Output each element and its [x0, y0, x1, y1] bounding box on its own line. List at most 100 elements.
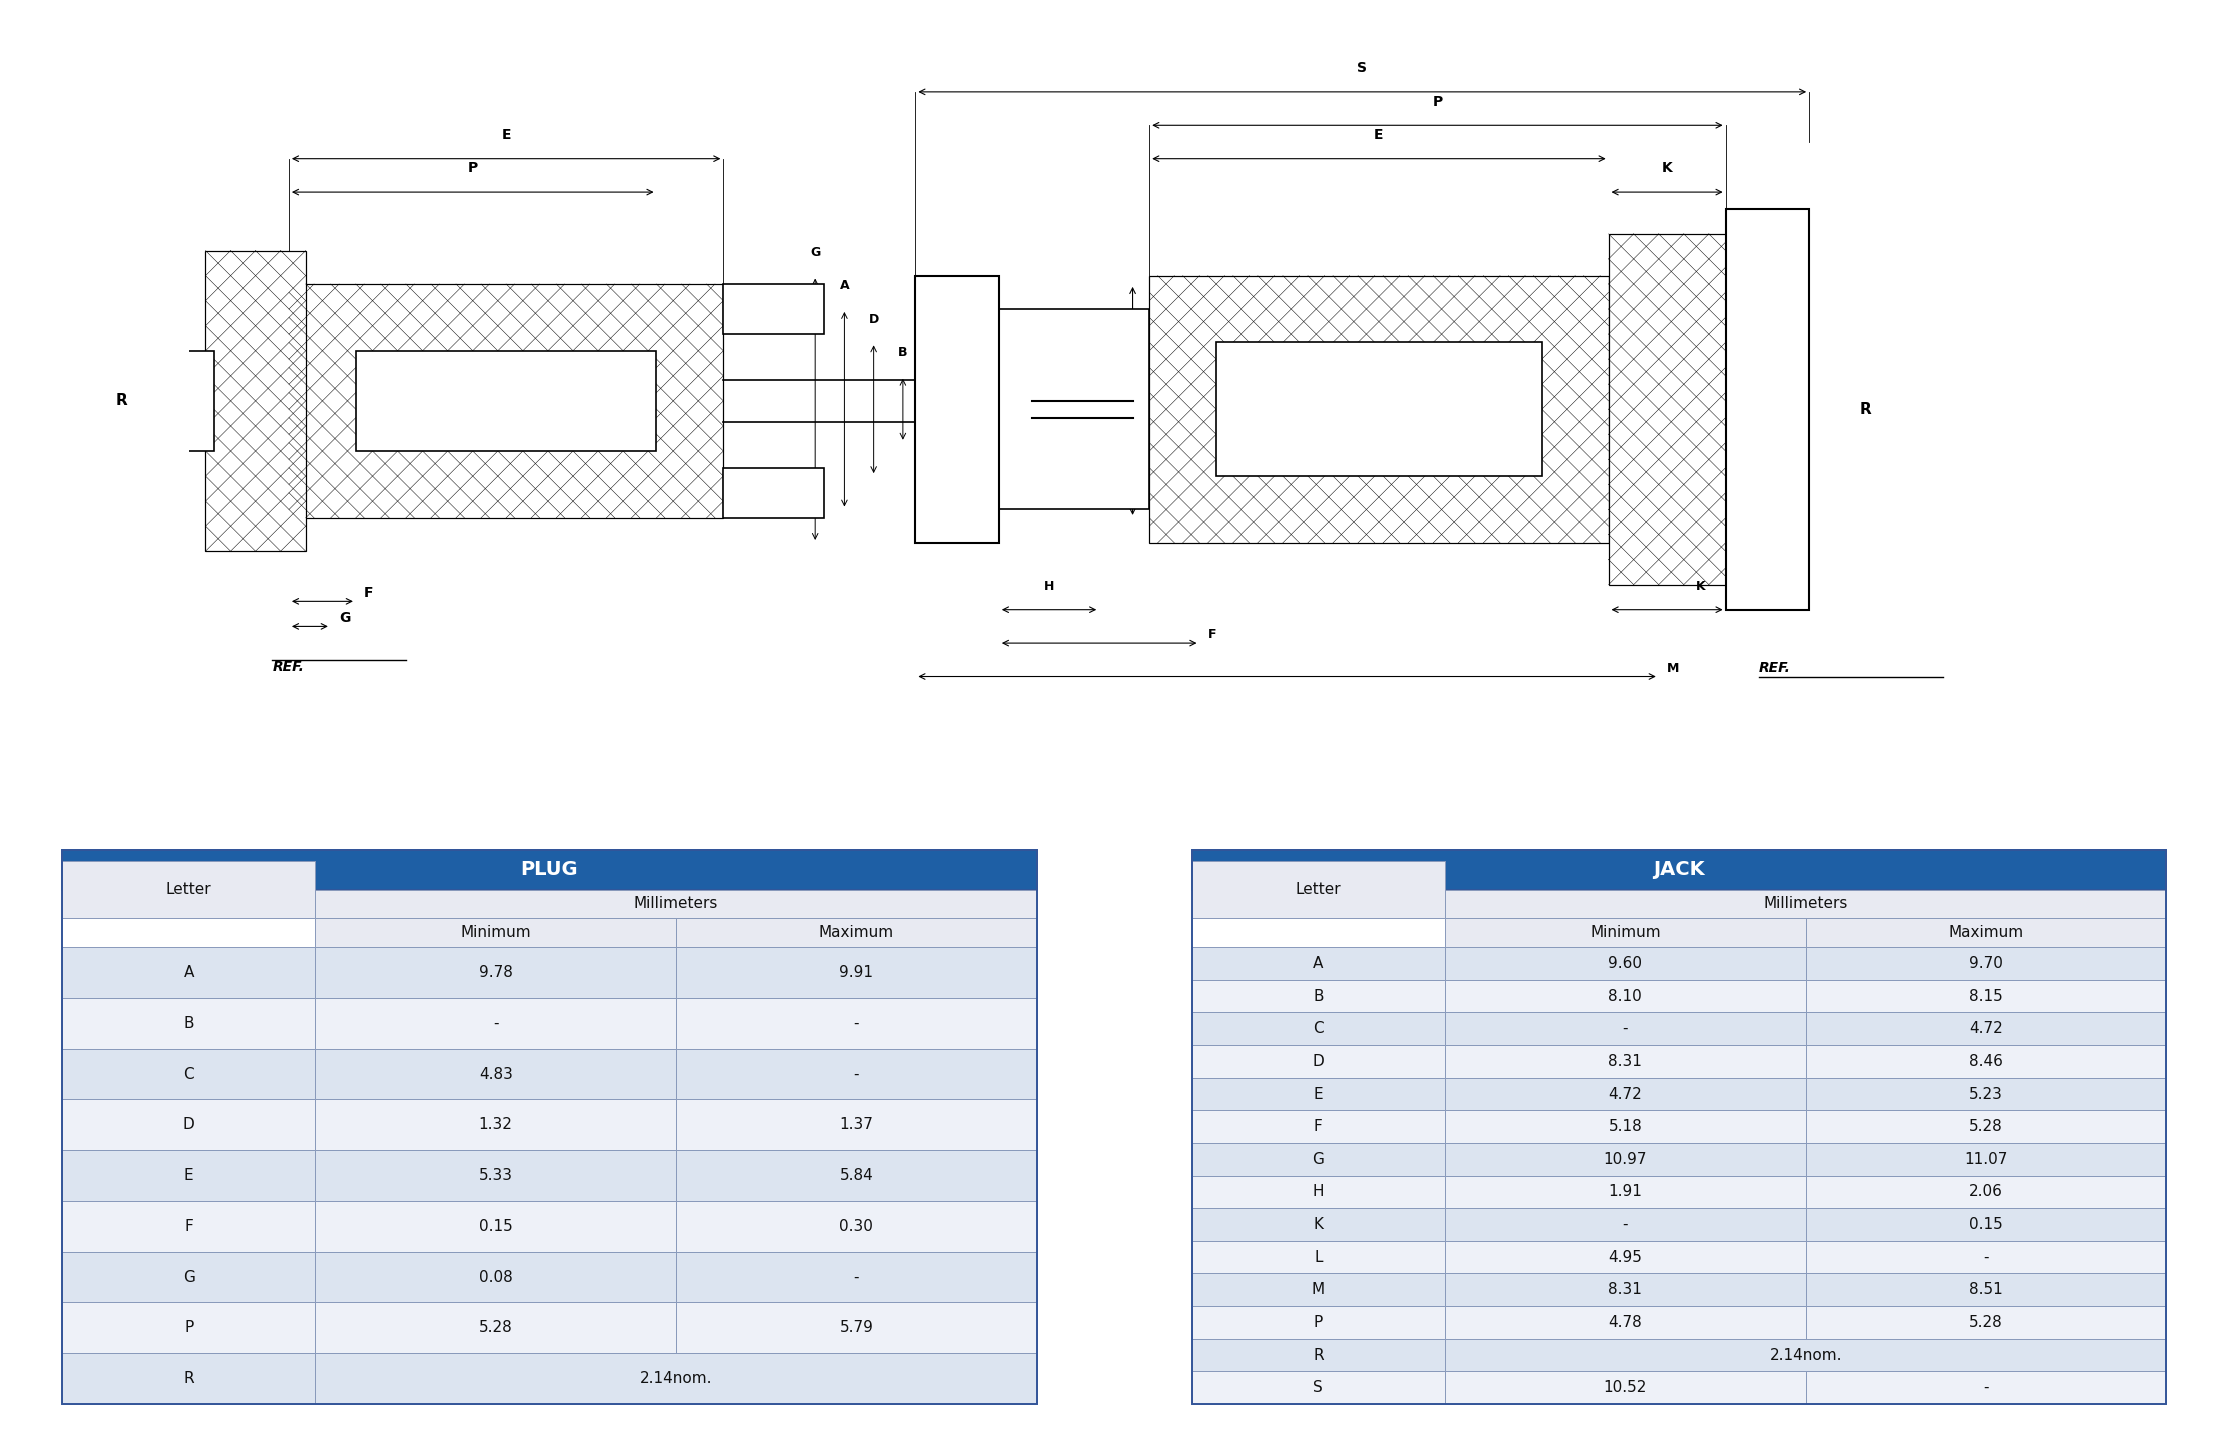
- Text: REF.: REF.: [272, 660, 303, 674]
- Bar: [62, 1251, 315, 1303]
- Text: -: -: [853, 1270, 859, 1284]
- Text: S: S: [1313, 1380, 1322, 1395]
- Text: REF.: REF.: [1759, 661, 1792, 675]
- Bar: [1444, 890, 2166, 919]
- Bar: [724, 468, 824, 518]
- Text: P: P: [467, 161, 478, 176]
- Bar: [1192, 1110, 1444, 1143]
- Text: G: G: [811, 246, 820, 259]
- Text: 9.91: 9.91: [839, 965, 873, 981]
- Bar: [1805, 1208, 2166, 1241]
- Text: 8.15: 8.15: [1969, 989, 2002, 1004]
- Text: G: G: [184, 1270, 195, 1284]
- Bar: [62, 1303, 315, 1354]
- Bar: [1444, 1273, 1805, 1306]
- Bar: [1192, 1339, 1444, 1371]
- Text: L: L: [1313, 1250, 1322, 1264]
- Bar: [1192, 1012, 1444, 1045]
- Text: B: B: [1125, 369, 1134, 383]
- Text: 0.15: 0.15: [1969, 1217, 2002, 1233]
- Text: 5.33: 5.33: [478, 1168, 512, 1184]
- Text: C: C: [184, 1067, 195, 1081]
- Bar: [62, 1048, 315, 1100]
- Bar: [1444, 979, 1805, 1012]
- Text: Letter: Letter: [166, 883, 210, 897]
- Text: 4.78: 4.78: [1608, 1315, 1641, 1331]
- Text: 1.91: 1.91: [1608, 1185, 1641, 1200]
- Text: 8.31: 8.31: [1608, 1282, 1641, 1297]
- Bar: [1192, 1143, 1444, 1175]
- Bar: [1192, 1175, 1444, 1208]
- Text: 2.14nom.: 2.14nom.: [640, 1371, 713, 1387]
- Bar: [1805, 1273, 2166, 1306]
- Text: 5.79: 5.79: [839, 1320, 873, 1335]
- Bar: [315, 1048, 676, 1100]
- Text: JACK: JACK: [1652, 860, 1706, 878]
- Text: E: E: [1313, 1087, 1322, 1102]
- Bar: [62, 1100, 315, 1151]
- Text: A: A: [184, 965, 195, 981]
- Text: R: R: [1858, 402, 1872, 416]
- Bar: [62, 861, 315, 919]
- Bar: [1192, 1045, 1444, 1077]
- Text: D: D: [184, 1117, 195, 1132]
- Text: E: E: [184, 1168, 193, 1184]
- Bar: [62, 1151, 315, 1201]
- Bar: [915, 275, 999, 543]
- Text: 4.83: 4.83: [478, 1067, 512, 1081]
- Text: H: H: [1313, 1185, 1325, 1200]
- Bar: [1608, 233, 1725, 585]
- Text: C: C: [1099, 344, 1110, 357]
- Bar: [1805, 1012, 2166, 1045]
- Bar: [1150, 275, 1608, 543]
- Bar: [1444, 919, 1805, 948]
- Bar: [676, 1201, 1037, 1251]
- Text: 2.06: 2.06: [1969, 1185, 2002, 1200]
- Bar: [1216, 343, 1542, 477]
- Bar: [676, 1151, 1037, 1201]
- Text: 9.78: 9.78: [478, 965, 512, 981]
- Text: D: D: [1074, 318, 1085, 333]
- Text: E: E: [501, 128, 512, 143]
- Text: B: B: [184, 1015, 195, 1031]
- Text: -: -: [1624, 1217, 1628, 1233]
- Bar: [1805, 1371, 2166, 1404]
- Bar: [1444, 1110, 1805, 1143]
- Bar: [724, 284, 824, 334]
- Text: R: R: [1313, 1348, 1325, 1362]
- Bar: [1192, 1371, 1444, 1404]
- Bar: [1192, 861, 1444, 919]
- Bar: [288, 284, 724, 518]
- Text: 8.10: 8.10: [1608, 989, 1641, 1004]
- Text: P: P: [1433, 95, 1442, 108]
- Text: A: A: [1313, 956, 1325, 971]
- Text: F: F: [184, 1218, 193, 1234]
- Bar: [315, 1251, 676, 1303]
- Bar: [1444, 1208, 1805, 1241]
- Bar: [1192, 1208, 1444, 1241]
- Bar: [1444, 948, 1805, 979]
- Bar: [1444, 1339, 2166, 1371]
- Bar: [1444, 1241, 1805, 1273]
- Text: A: A: [1150, 395, 1161, 408]
- Text: 0.08: 0.08: [478, 1270, 512, 1284]
- Bar: [62, 998, 315, 1048]
- Bar: [676, 1048, 1037, 1100]
- Text: 10.97: 10.97: [1604, 1152, 1648, 1166]
- Bar: [315, 1100, 676, 1151]
- Bar: [1192, 1306, 1444, 1339]
- Text: -: -: [853, 1015, 859, 1031]
- Bar: [62, 1201, 315, 1251]
- Text: Minimum: Minimum: [1590, 926, 1661, 940]
- Text: Millimeters: Millimeters: [1763, 897, 1847, 912]
- Text: 4.72: 4.72: [1608, 1087, 1641, 1102]
- Bar: [1805, 1143, 2166, 1175]
- Bar: [357, 351, 656, 451]
- Bar: [315, 1354, 1037, 1404]
- Bar: [1805, 1175, 2166, 1208]
- Text: -: -: [1982, 1380, 1989, 1395]
- Bar: [676, 1100, 1037, 1151]
- Bar: [1444, 1045, 1805, 1077]
- Text: Maximum: Maximum: [820, 926, 895, 940]
- Text: 8.51: 8.51: [1969, 1282, 2002, 1297]
